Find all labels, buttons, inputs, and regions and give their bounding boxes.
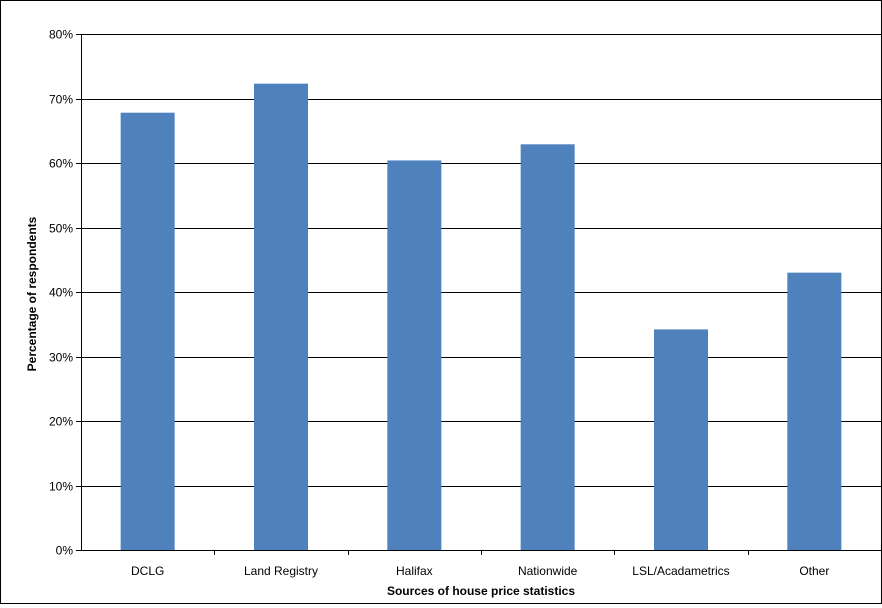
bar [520, 144, 575, 551]
y-tick-label: 40% [49, 286, 73, 300]
x-tick-label: Halifax [396, 564, 433, 578]
bar [254, 83, 308, 550]
bar [387, 160, 442, 551]
x-tick-label: DCLG [131, 564, 164, 578]
y-tick-label: 50% [49, 222, 73, 236]
x-tick-labels: DCLG Land Registry Halifax Nationwide LSL/Ac… [131, 564, 829, 578]
y-tick-labels: 0% 10% 20% 30% 40% 50% 60% 70% 80% [49, 28, 73, 558]
gridlines [76, 34, 882, 555]
y-tick-label: 70% [49, 93, 73, 107]
y-tick-label: 0% [56, 544, 74, 558]
x-axis-title: Sources of house price statistics [387, 584, 575, 598]
y-tick-label: 30% [49, 351, 73, 365]
axes [81, 34, 881, 551]
x-tick-label: LSL/Acadametrics [632, 564, 729, 578]
y-tick-label: 80% [49, 28, 73, 42]
x-tick-label: Nationwide [518, 564, 578, 578]
x-tick-label: Other [799, 564, 829, 578]
bar [787, 272, 842, 550]
bar [120, 112, 175, 550]
x-tick-label: Land Registry [244, 564, 318, 578]
y-tick-label: 10% [49, 480, 73, 494]
y-axis-title: Percentage of respondents [25, 216, 39, 371]
bar [654, 329, 708, 550]
y-tick-label: 20% [49, 415, 73, 429]
bars [120, 83, 842, 551]
y-tick-label: 60% [49, 157, 73, 171]
